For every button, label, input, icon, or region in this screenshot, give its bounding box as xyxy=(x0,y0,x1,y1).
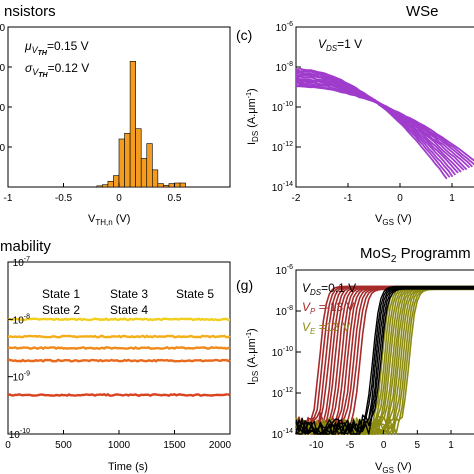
axis-ticks: 0 500 1000 1500 2000 10-7 10-8 10-9 10-10 xyxy=(5,256,231,451)
y-tick-label: 10-10 xyxy=(272,346,293,359)
y-tick-label: 10-6 xyxy=(276,264,293,277)
x-tick-label: 0 xyxy=(116,193,122,204)
histogram-bar xyxy=(102,184,109,188)
y-tick-label: 10-10 xyxy=(272,101,293,114)
histogram-bar xyxy=(168,183,175,188)
vds-annotation: VDS=1 V xyxy=(318,37,362,53)
histogram-bar xyxy=(146,143,153,188)
annotation-p: VP =-13 V xyxy=(302,300,354,316)
histogram-bar xyxy=(152,169,159,188)
y-tick-label: 0 xyxy=(0,143,5,154)
retention-line xyxy=(7,345,231,351)
y-tick-label: 0 xyxy=(0,103,5,114)
x-tick-label: 5 xyxy=(415,440,421,451)
y-axis-label: IDS (A.μm-1) xyxy=(246,88,260,145)
x-tick-label: 0 xyxy=(381,440,387,451)
x-tick-label: 500 xyxy=(55,440,72,451)
x-tick-label: 2000 xyxy=(209,440,232,451)
y-tick-label: 10-10 xyxy=(9,428,30,441)
y-tick-label: 10-8 xyxy=(13,313,30,326)
legend-state-5: State 5 xyxy=(176,287,214,301)
y-tick-label: 10-8 xyxy=(276,61,293,74)
x-axis-label: VTH,n (V) xyxy=(88,213,130,227)
retention-line xyxy=(8,334,231,339)
histogram-bar xyxy=(107,180,114,188)
transfer-curve xyxy=(295,85,474,162)
x-tick-label: 0 xyxy=(397,193,403,204)
mu-annotation: μVTH=0.15 V xyxy=(24,39,89,57)
x-tick-label: -0.5 xyxy=(55,193,73,204)
y-tick-label: 0 xyxy=(0,23,5,34)
x-tick-label: -2 xyxy=(292,193,301,204)
x-tick-label: 1 xyxy=(448,440,454,451)
transfer-curves xyxy=(295,67,474,180)
y-tick-label: 10-8 xyxy=(276,305,293,318)
histogram-bar xyxy=(96,185,103,188)
legend-state-4: State 4 xyxy=(110,303,148,317)
panel-top-left: nsistors -1 -0.5 0 0.5 0 0 0 0 μVTH=0.15 V σVTH… xyxy=(0,3,231,227)
retention-line xyxy=(7,392,231,398)
x-tick-label: -1 xyxy=(344,193,353,204)
panel-title: MoS2 Programm xyxy=(360,245,471,265)
legend-state-1: State 1 xyxy=(42,287,80,301)
y-tick-label: 0 xyxy=(0,63,5,74)
y-axis-label: IDS (A.μm-1) xyxy=(246,328,260,385)
x-tick-label: 0 xyxy=(5,440,11,451)
programming-curves xyxy=(295,285,474,435)
y-tick-label: 10-12 xyxy=(272,387,293,400)
x-tick-label: -5 xyxy=(345,440,354,451)
annotation-ds: VDS=0.1 V xyxy=(302,281,356,297)
panel-title: mability xyxy=(0,238,51,255)
panel-top-right: (c) WSe -2 -1 0 1 10-6 10-8 10-10 10-12 10-14 VD… xyxy=(236,3,474,227)
legend-state-3: State 3 xyxy=(110,287,148,301)
panel-bottom-right: (g) MoS2 Programm -10 -5 0 5 1 10-6 10-8 10-10 1… xyxy=(236,245,474,474)
transfer-curve xyxy=(295,83,474,166)
transfer-curve xyxy=(295,79,468,171)
y-tick-label: 10-9 xyxy=(13,371,30,384)
histogram-bar xyxy=(157,183,164,188)
histogram-bar xyxy=(118,138,125,188)
x-tick-label: 0.5 xyxy=(168,193,182,204)
y-tick-label: 10-7 xyxy=(13,256,30,269)
retention-lines xyxy=(7,317,231,398)
histogram-bars xyxy=(96,60,186,188)
legend-state-2: State 2 xyxy=(42,303,80,317)
panel-bottom-left: mability 0 500 1000 1500 2000 10-7 10-8 10-9 10-… xyxy=(0,238,232,473)
x-axis-label: Time (s) xyxy=(108,461,148,473)
retention-line xyxy=(7,358,231,363)
x-tick-label: -10 xyxy=(309,440,324,451)
panel-title: WSe xyxy=(406,3,439,20)
sigma-annotation: σVTH=0.12 V xyxy=(25,61,89,79)
panel-title: nsistors xyxy=(4,3,56,20)
y-tick-label: 10-14 xyxy=(272,428,293,441)
retention-line xyxy=(7,317,231,322)
y-tick-label: 10-6 xyxy=(276,21,293,34)
axis-ticks: -10 -5 0 5 1 10-6 10-8 10-10 10-12 10-14 xyxy=(272,264,455,451)
x-tick-label: -1 xyxy=(4,193,13,204)
transfer-curve xyxy=(295,288,474,435)
histogram-bar xyxy=(140,158,148,188)
histogram-bar xyxy=(174,182,181,188)
x-axis-label: VGS (V) xyxy=(375,213,412,227)
panel-letter: (c) xyxy=(236,27,252,43)
histogram-bar xyxy=(163,184,170,188)
x-tick-label: 1 xyxy=(449,193,455,204)
axis-ticks: -1 -0.5 0 0.5 0 0 0 0 xyxy=(0,23,182,204)
histogram-bar xyxy=(113,175,120,188)
axis-ticks: -2 -1 0 1 10-6 10-8 10-10 10-12 10-14 xyxy=(272,21,455,204)
x-axis-label: VGS (V) xyxy=(375,461,412,474)
annotations: VDS=0.1 V VP =-13 V VE =13 V xyxy=(302,281,356,336)
y-tick-label: 10-14 xyxy=(272,181,293,194)
histogram-bar xyxy=(129,60,136,188)
y-tick-label: 10-12 xyxy=(272,141,293,154)
histogram-bar xyxy=(135,128,142,188)
histogram-bar xyxy=(179,182,186,188)
x-tick-label: 1500 xyxy=(163,440,186,451)
x-tick-label: 1000 xyxy=(108,440,131,451)
annotation-e: VE =13 V xyxy=(302,320,350,336)
panel-letter: (g) xyxy=(236,277,253,293)
histogram-bar xyxy=(124,132,131,188)
